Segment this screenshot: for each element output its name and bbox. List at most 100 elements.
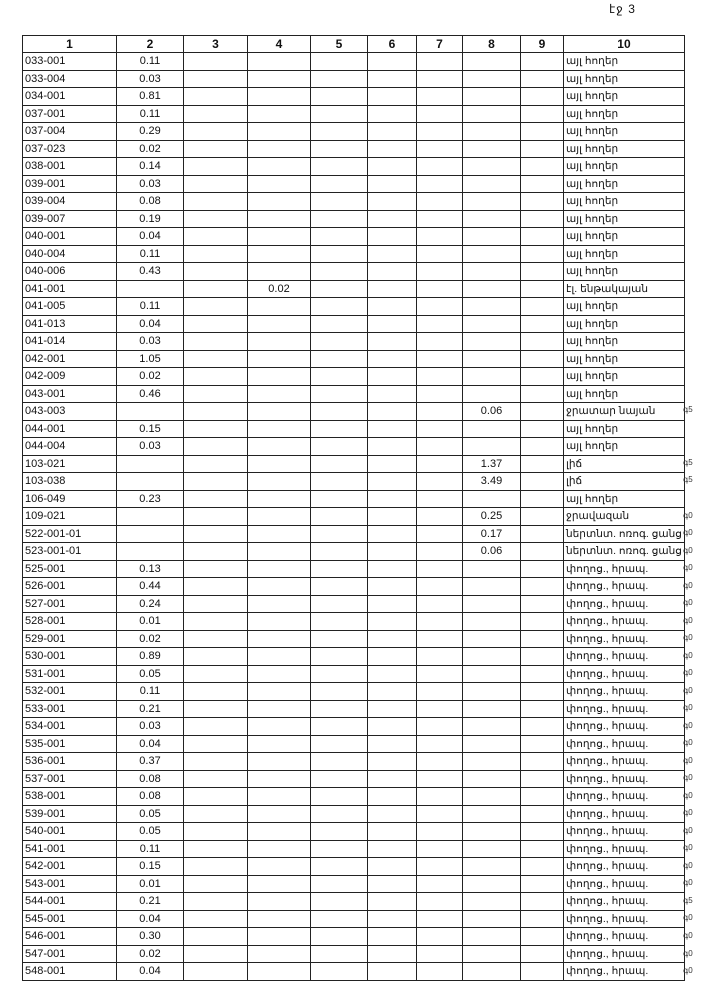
cell-col-2: [116, 507, 184, 526]
cell-col-7: [416, 752, 463, 771]
cell-col-5: [310, 699, 368, 718]
table-row: 525-001 0.13 փողոց., հրապ.: [22, 559, 685, 578]
cell-col-6: [367, 367, 417, 386]
cell-col-8: 0.17: [462, 524, 521, 543]
cell-col-7: [416, 209, 463, 228]
cell-col-3: [183, 647, 248, 666]
cell-col-3: [183, 699, 248, 718]
cell-col-6: [367, 542, 417, 561]
cell-col-7: [416, 192, 463, 211]
cell-col-10: այլ հողեր: [563, 227, 685, 246]
cell-col-1: 033-004: [22, 69, 117, 88]
margin-mark: գ0: [683, 633, 693, 643]
cell-col-5: [310, 612, 368, 631]
cell-col-2: 0.02: [116, 629, 184, 648]
cell-col-4: [247, 839, 311, 858]
cell-col-2: [116, 402, 184, 421]
cell-col-10: փողոց., հրապ.: [563, 734, 685, 753]
cell-col-4: [247, 682, 311, 701]
cell-col-2: 0.23: [116, 489, 184, 508]
cell-col-7: [416, 69, 463, 88]
cell-col-9: [520, 612, 564, 631]
cell-col-9: [520, 577, 564, 596]
cell-col-8: [462, 489, 521, 508]
cell-col-9: [520, 559, 564, 578]
table-row: 538-001 0.08 փողոց., հրապ.: [22, 787, 685, 806]
cell-col-7: [416, 734, 463, 753]
cell-col-6: [367, 349, 417, 368]
cell-col-2: 0.11: [116, 52, 184, 71]
cell-col-6: [367, 262, 417, 281]
cell-col-3: [183, 612, 248, 631]
cell-col-2: 0.24: [116, 594, 184, 613]
table-row: 038-001 0.14 այլ հողեր: [22, 157, 685, 176]
table-row: 548-001 0.04 փողոց., հրապ.: [22, 962, 685, 981]
cell-col-4: [247, 349, 311, 368]
cell-col-5: [310, 804, 368, 823]
margin-mark: գ0: [683, 720, 693, 730]
cell-col-6: [367, 664, 417, 683]
cell-col-5: [310, 419, 368, 438]
cell-col-10: փողոց., հրապ.: [563, 874, 685, 893]
cell-col-5: [310, 787, 368, 806]
cell-col-2: 0.15: [116, 419, 184, 438]
cell-col-10: այլ հողեր: [563, 437, 685, 456]
cell-col-1: 109-021: [22, 507, 117, 526]
cell-col-9: [520, 69, 564, 88]
cell-col-8: [462, 384, 521, 403]
cell-col-5: [310, 874, 368, 893]
cell-col-6: [367, 839, 417, 858]
margin-mark: գ5: [683, 405, 693, 415]
cell-col-5: [310, 384, 368, 403]
cell-col-7: [416, 804, 463, 823]
cell-col-2: 0.02: [116, 139, 184, 158]
cell-col-6: [367, 69, 417, 88]
cell-col-1: 522-001-01: [22, 524, 117, 543]
cell-col-3: [183, 629, 248, 648]
cell-col-6: [367, 682, 417, 701]
cell-col-8: [462, 122, 521, 141]
cell-col-4: [247, 874, 311, 893]
cell-col-9: [520, 367, 564, 386]
cell-col-4: 0.02: [247, 279, 311, 298]
cell-col-6: [367, 734, 417, 753]
cell-col-3: [183, 507, 248, 526]
cell-col-9: [520, 962, 564, 981]
cell-col-1: 039-001: [22, 174, 117, 193]
cell-col-9: [520, 787, 564, 806]
cell-col-6: [367, 139, 417, 158]
cell-col-7: [416, 962, 463, 981]
cell-col-7: [416, 664, 463, 683]
cell-col-3: [183, 139, 248, 158]
cell-col-7: [416, 332, 463, 351]
cell-col-4: [247, 454, 311, 473]
cell-col-3: [183, 752, 248, 771]
cell-col-8: [462, 367, 521, 386]
cell-col-10: փողոց., հրապ.: [563, 682, 685, 701]
cell-col-6: [367, 52, 417, 71]
cell-col-1: 536-001: [22, 752, 117, 771]
margin-mark: գ0: [683, 808, 693, 818]
cell-col-10: փողոց., հրապ.: [563, 944, 685, 963]
cell-col-2: 0.21: [116, 699, 184, 718]
margin-mark: գ0: [683, 510, 693, 520]
cell-col-2: 0.05: [116, 804, 184, 823]
cell-col-4: [247, 822, 311, 841]
margin-mark: գ0: [683, 773, 693, 783]
cell-col-3: [183, 594, 248, 613]
cell-col-4: [247, 734, 311, 753]
margin-mark: գ0: [683, 703, 693, 713]
cell-col-4: [247, 139, 311, 158]
cell-col-3: [183, 857, 248, 876]
cell-col-4: [247, 857, 311, 876]
cell-col-2: 0.19: [116, 209, 184, 228]
cell-col-6: [367, 559, 417, 578]
column-header-10: 10: [563, 35, 685, 53]
cell-col-3: [183, 157, 248, 176]
table-row: 533-001 0.21 փողոց., հրապ.: [22, 699, 685, 718]
cell-col-5: [310, 892, 368, 911]
cell-col-5: [310, 174, 368, 193]
margin-mark: գ5: [683, 475, 693, 485]
cell-col-8: [462, 262, 521, 281]
cell-col-7: [416, 909, 463, 928]
